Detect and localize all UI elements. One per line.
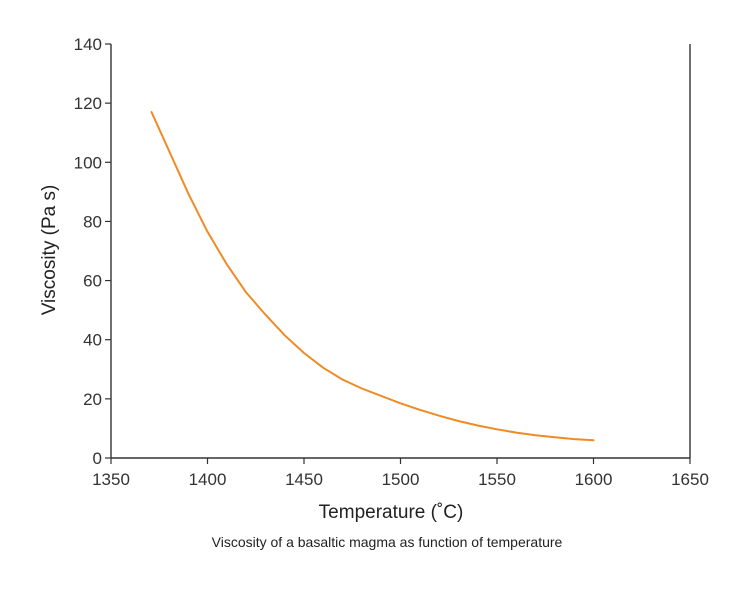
- y-tick-label: 100: [74, 153, 102, 172]
- x-ticks: 1350 1400 1450 1500 1550 1600 1650: [92, 458, 709, 489]
- y-tick-label: 0: [93, 449, 102, 468]
- y-axis-title: Viscosity (Pa s): [39, 185, 60, 316]
- y-tick-label: 40: [83, 331, 102, 350]
- chart-caption: Viscosity of a basaltic magma as functio…: [212, 534, 563, 550]
- x-tick-label: 1500: [382, 470, 420, 489]
- x-tick-label: 1400: [189, 470, 227, 489]
- y-tick-label: 20: [83, 390, 102, 409]
- y-tick-label: 80: [83, 212, 102, 231]
- x-tick-label: 1650: [671, 470, 709, 489]
- y-tick-label: 60: [83, 272, 102, 291]
- x-axis-title: Temperature (˚C): [319, 502, 464, 523]
- x-tick-label: 1550: [478, 470, 516, 489]
- viscosity-curve: [150, 111, 595, 442]
- x-tick-label: 1350: [92, 470, 130, 489]
- x-tick-label: 1600: [575, 470, 613, 489]
- x-tick-label: 1450: [285, 470, 323, 489]
- axes: [110, 44, 691, 459]
- series-layer: [150, 111, 595, 442]
- y-tick-label: 140: [74, 35, 102, 54]
- y-ticks: 0 20 40 60 80 100 120 140: [74, 35, 111, 468]
- y-tick-label: 120: [74, 94, 102, 113]
